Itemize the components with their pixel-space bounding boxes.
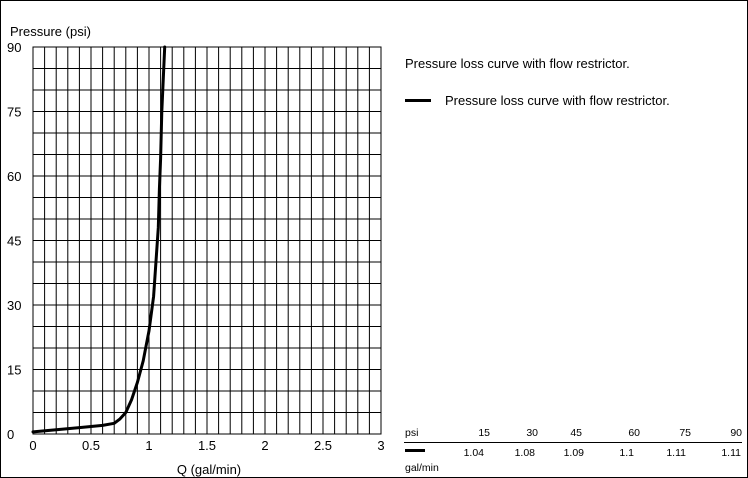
- table-series-swatch: [405, 449, 425, 452]
- table-unit-label: gal/min: [405, 462, 439, 474]
- y-tick-label: 75: [7, 105, 21, 120]
- table-value: 1.11: [666, 447, 686, 459]
- x-tick-label: 1.5: [198, 438, 216, 453]
- table-col-header: 90: [730, 427, 742, 439]
- y-tick-label: 0: [7, 427, 14, 442]
- legend-label: Pressure loss curve with flow restrictor…: [445, 93, 670, 108]
- table-value: 1.09: [563, 447, 584, 459]
- legend: Pressure loss curve with flow restrictor…: [405, 93, 670, 108]
- x-tick-label: 2.5: [314, 438, 332, 453]
- table-col-header: 30: [526, 427, 538, 439]
- table-header-label: psi: [405, 427, 419, 439]
- table-col-header: 45: [570, 427, 582, 439]
- table-col-header: 15: [478, 427, 490, 439]
- pressure-loss-curve: [31, 45, 167, 434]
- x-tick-label: 0.5: [82, 438, 100, 453]
- x-tick-label: 2: [261, 438, 268, 453]
- table-value: 1.08: [514, 447, 535, 459]
- table-value: 1.04: [463, 447, 484, 459]
- x-tick-label: 3: [377, 438, 384, 453]
- y-tick-label: 30: [7, 298, 21, 313]
- y-tick-label: 90: [7, 40, 21, 55]
- table-rule: [404, 442, 742, 443]
- table-value: 1.11: [721, 447, 741, 459]
- plot-border: [32, 46, 382, 435]
- x-tick-label: 1: [145, 438, 152, 453]
- table-col-header: 75: [679, 427, 691, 439]
- x-tick-label: 0: [29, 438, 36, 453]
- y-tick-label: 60: [7, 169, 21, 184]
- y-tick-label: 45: [7, 234, 21, 249]
- y-axis-label: Pressure (psi): [10, 24, 91, 39]
- x-axis-label: Q (gal/min): [177, 462, 241, 477]
- legend-swatch: [405, 99, 431, 102]
- table-value: 1.1: [619, 447, 634, 459]
- y-tick-label: 15: [7, 363, 21, 378]
- table-col-header: 60: [628, 427, 640, 439]
- chart-description: Pressure loss curve with flow restrictor…: [405, 56, 630, 71]
